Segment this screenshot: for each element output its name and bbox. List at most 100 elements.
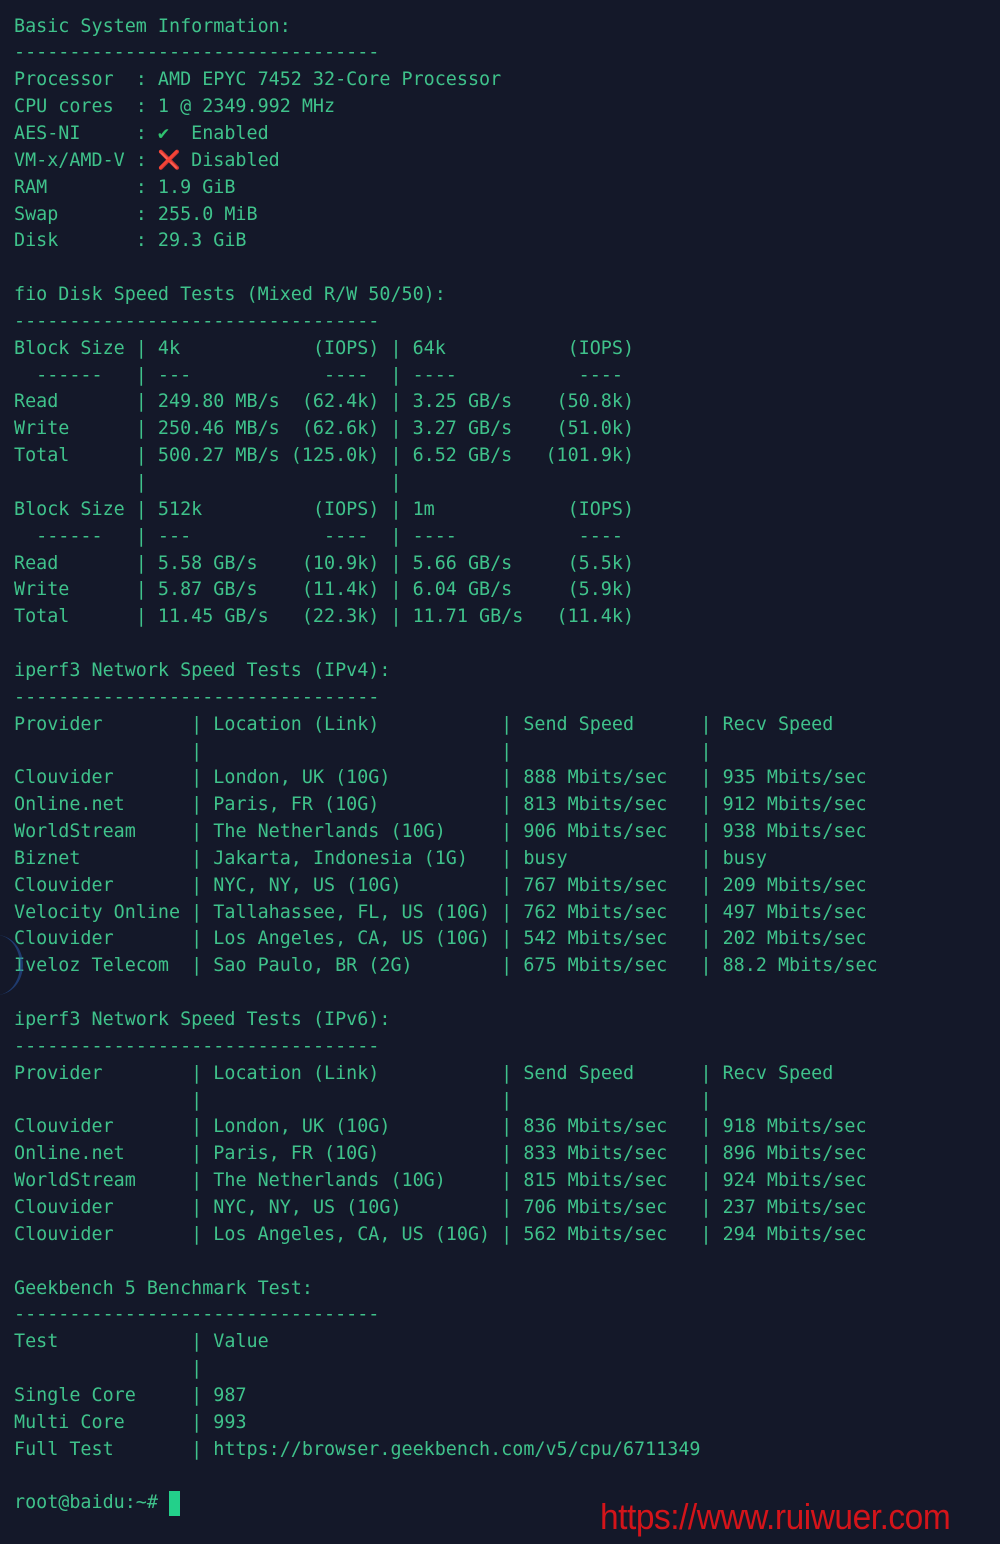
column-separator — [501, 846, 512, 873]
column-separator — [136, 577, 147, 604]
send-speed: 562 Mbits/sec — [523, 1223, 668, 1245]
fio-header-block-size: Block Size — [14, 337, 125, 359]
geekbench-header-row: Test Value — [14, 1329, 994, 1356]
column-separator — [136, 497, 147, 524]
column-separator — [501, 1114, 512, 1141]
info-value: Enabled — [191, 122, 269, 144]
column-separator — [136, 389, 147, 416]
column-separator — [136, 443, 147, 470]
dashes: ---- — [578, 525, 623, 547]
geekbench-row: Full Test https://browser.geekbench.com/v… — [14, 1437, 994, 1464]
column-separator — [700, 1061, 711, 1088]
location: NYC, NY, US (10G) — [213, 1196, 402, 1218]
fio-iops: (101.9k) — [545, 445, 635, 467]
dashes: ---- — [324, 525, 369, 547]
colon: : — [135, 230, 147, 252]
fio-op: Read — [14, 391, 59, 413]
column-separator — [501, 739, 512, 766]
location: The Netherlands (10G) — [213, 1170, 446, 1192]
terminal-output[interactable]: Basic System Information: ---------------… — [14, 14, 1000, 1544]
fio-speed: 3.25 GB/s — [412, 391, 513, 413]
column-separator — [700, 1141, 711, 1168]
section-title-ipv6: iperf3 Network Speed Tests (IPv6): — [14, 1009, 391, 1031]
iperf-column-header: Provider — [14, 713, 103, 735]
info-row: Disk:29.3 GiB — [14, 228, 994, 255]
recv-speed: 912 Mbits/sec — [722, 794, 867, 816]
send-speed: 762 Mbits/sec — [523, 901, 668, 923]
divider: --------------------------------- — [14, 686, 380, 708]
fio-op: Write — [14, 579, 70, 601]
location: Tallahassee, FL, US (10G) — [213, 901, 491, 923]
iperf-row: Clouvider NYC, NY, US (10G) 767 Mbits/sec 2… — [14, 873, 994, 900]
fio-op: Read — [14, 552, 59, 574]
fio-header-iops: (IOPS) — [567, 337, 635, 359]
column-separator — [700, 873, 711, 900]
geekbench-test: Multi Core — [14, 1411, 125, 1433]
recv-speed: 896 Mbits/sec — [722, 1143, 867, 1165]
column-separator — [700, 1114, 711, 1141]
divider: --------------------------------- — [14, 42, 380, 64]
recv-speed: 935 Mbits/sec — [722, 767, 867, 789]
dashes: ---- — [578, 364, 623, 386]
recv-speed: 237 Mbits/sec — [722, 1196, 867, 1218]
info-value: AMD EPYC 7452 32-Core Processor — [157, 69, 502, 91]
fio-row: Total 11.45 GB/s (22.3k) 11.71 GB/s (11.4k) — [14, 604, 994, 631]
column-separator — [700, 846, 711, 873]
column-separator — [191, 1383, 202, 1410]
column-separator — [501, 1141, 512, 1168]
location: Jakarta, Indonesia (1G) — [213, 847, 468, 869]
column-separator — [191, 1356, 202, 1383]
column-separator — [390, 524, 401, 551]
cross-icon: ❌ — [157, 149, 181, 171]
column-separator — [501, 900, 512, 927]
info-row: Swap:255.0 MiB — [14, 202, 994, 229]
iperf-column-header: Location (Link) — [213, 713, 380, 735]
fio-speed: 6.52 GB/s — [412, 445, 513, 467]
fio-iops: (11.4k) — [301, 579, 380, 601]
colon: : — [135, 203, 147, 225]
info-label: RAM — [14, 176, 48, 198]
send-speed: 906 Mbits/sec — [523, 821, 668, 843]
send-speed: busy — [523, 847, 568, 869]
fio-iops: (51.0k) — [556, 418, 635, 440]
provider: Velocity Online — [14, 901, 181, 923]
divider-line: --------------------------------- — [14, 309, 994, 336]
provider: Clouvider — [14, 1223, 114, 1245]
column-separator — [191, 1410, 202, 1437]
recv-speed: 209 Mbits/sec — [722, 874, 867, 896]
column-separator — [136, 470, 147, 497]
send-speed: 542 Mbits/sec — [523, 928, 668, 950]
info-value: 1 @ 2349.992 MHz — [157, 96, 336, 118]
section-title-ipv4-line: iperf3 Network Speed Tests (IPv4): — [14, 658, 994, 685]
column-separator — [700, 819, 711, 846]
section-title-fio-line: fio Disk Speed Tests (Mixed R/W 50/50): — [14, 282, 994, 309]
colon: : — [135, 149, 147, 171]
provider: Online.net — [14, 1143, 125, 1165]
column-separator — [700, 1222, 711, 1249]
column-separator — [501, 765, 512, 792]
fio-iops: (10.9k) — [301, 552, 380, 574]
text-cursor[interactable] — [169, 1491, 180, 1517]
fio-dash-row: --------------------- — [14, 363, 994, 390]
info-value: 255.0 MiB — [157, 203, 258, 225]
section-title-geekbench-line: Geekbench 5 Benchmark Test: — [14, 1276, 994, 1303]
iperf-row: WorldStream The Netherlands (10G) 815 Mbit… — [14, 1168, 994, 1195]
fio-speed: 249.80 MB/s — [157, 391, 280, 413]
iperf-row: Clouvider London, UK (10G) 836 Mbits/sec 91… — [14, 1114, 994, 1141]
fio-header-iops: (IOPS) — [312, 337, 380, 359]
iperf-column-header: Send Speed — [523, 1062, 635, 1084]
prompt-line[interactable]: root@baidu:~# — [14, 1490, 994, 1517]
column-separator — [700, 900, 711, 927]
fio-iops: (125.0k) — [290, 445, 380, 467]
column-separator — [390, 551, 401, 578]
geekbench-test: Full Test — [14, 1438, 114, 1460]
section-title-ipv4: iperf3 Network Speed Tests (IPv4): — [14, 659, 391, 681]
column-separator — [191, 819, 202, 846]
info-label: VM-x/AMD-V — [14, 149, 125, 171]
fio-speed: 5.87 GB/s — [157, 579, 258, 601]
provider: Clouvider — [14, 874, 114, 896]
column-separator — [191, 1088, 202, 1115]
geekbench-column-header: Test — [14, 1331, 59, 1353]
column-separator — [191, 792, 202, 819]
column-separator — [191, 739, 202, 766]
